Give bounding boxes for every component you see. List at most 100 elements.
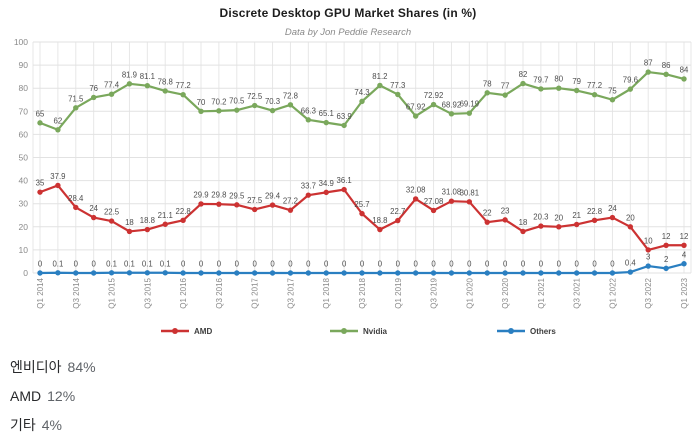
- svg-text:82: 82: [519, 70, 528, 79]
- svg-text:0: 0: [413, 260, 418, 269]
- svg-text:72.8: 72.8: [283, 91, 298, 100]
- svg-text:77.2: 77.2: [587, 81, 602, 90]
- data-point: [144, 270, 151, 276]
- svg-text:0: 0: [306, 260, 311, 269]
- svg-text:29.4: 29.4: [265, 192, 281, 201]
- data-point: [627, 86, 634, 92]
- data-point: [55, 270, 61, 276]
- legend-item-nvidia[interactable]: Nvidia: [330, 327, 388, 336]
- svg-text:Q3 2015: Q3 2015: [143, 277, 152, 308]
- data-point: [448, 198, 455, 204]
- svg-text:0: 0: [378, 260, 383, 269]
- svg-text:25.7: 25.7: [354, 200, 369, 209]
- svg-text:20: 20: [554, 213, 563, 222]
- svg-text:79: 79: [572, 77, 581, 86]
- svg-text:63.9: 63.9: [337, 112, 352, 121]
- svg-text:70: 70: [19, 106, 29, 116]
- svg-text:29.8: 29.8: [211, 191, 226, 200]
- svg-text:31.08: 31.08: [442, 188, 462, 197]
- svg-text:27.08: 27.08: [424, 197, 444, 206]
- svg-text:77.2: 77.2: [176, 81, 191, 90]
- svg-text:30: 30: [19, 199, 29, 209]
- svg-text:23: 23: [501, 206, 510, 215]
- svg-text:12: 12: [662, 232, 671, 241]
- svg-text:71.5: 71.5: [68, 94, 84, 103]
- data-point: [377, 270, 383, 276]
- chart-title: Discrete Desktop GPU Market Shares (in %…: [219, 6, 477, 20]
- data-point: [323, 270, 329, 276]
- svg-text:21.1: 21.1: [158, 211, 173, 220]
- data-point: [198, 201, 204, 207]
- svg-text:84: 84: [680, 65, 689, 74]
- svg-text:34.9: 34.9: [319, 179, 334, 188]
- data-point: [287, 102, 294, 108]
- svg-text:72.92: 72.92: [424, 91, 444, 100]
- data-point: [55, 127, 61, 133]
- data-point: [126, 270, 133, 276]
- data-point: [538, 86, 544, 92]
- series-nvidia: [37, 69, 687, 133]
- svg-text:0: 0: [38, 260, 43, 269]
- summary-label-nvidia: 엔비디아: [10, 359, 62, 375]
- svg-text:24: 24: [89, 204, 98, 213]
- svg-text:77.4: 77.4: [104, 81, 120, 90]
- data-point: [359, 98, 365, 105]
- data-point: [377, 226, 383, 233]
- svg-text:0: 0: [539, 260, 544, 269]
- svg-text:0: 0: [592, 260, 597, 269]
- svg-text:77.3: 77.3: [390, 81, 405, 90]
- svg-text:Q1 2018: Q1 2018: [322, 277, 331, 308]
- data-point: [448, 111, 455, 117]
- data-point: [126, 228, 133, 235]
- data-point: [484, 219, 490, 225]
- svg-text:12: 12: [680, 232, 689, 241]
- svg-text:81.1: 81.1: [140, 72, 155, 81]
- svg-text:Q1 2020: Q1 2020: [465, 277, 474, 308]
- svg-text:22.8: 22.8: [176, 207, 191, 216]
- svg-text:69.19: 69.19: [460, 100, 480, 109]
- legend-item-amd[interactable]: AMD: [161, 327, 212, 336]
- svg-text:21: 21: [572, 211, 581, 220]
- legend-item-others[interactable]: Others: [497, 327, 556, 336]
- svg-text:60: 60: [19, 129, 29, 139]
- svg-text:Q3 2020: Q3 2020: [501, 277, 510, 308]
- data-point: [180, 217, 186, 224]
- svg-text:0: 0: [288, 260, 293, 269]
- svg-text:36.1: 36.1: [337, 176, 352, 185]
- svg-text:4: 4: [682, 250, 687, 259]
- data-point: [430, 207, 437, 214]
- svg-text:Q3 2014: Q3 2014: [72, 277, 81, 308]
- data-labels-others: 0 0.1 0 0 0.1 0.1 0.1 0.1 0 0 0 0 0 0 0 0 0 0 0 0 0 0 0 0 0 0 0 0 0 0…: [38, 250, 687, 268]
- svg-text:0: 0: [574, 260, 579, 269]
- data-point: [430, 101, 437, 108]
- data-point: [395, 91, 401, 98]
- svg-text:0: 0: [467, 260, 472, 269]
- summary-row-amd: AMD 12%: [10, 382, 96, 411]
- data-point: [162, 221, 168, 227]
- legend-marker-icon: [172, 328, 178, 334]
- svg-text:10: 10: [644, 236, 653, 245]
- data-point: [216, 108, 222, 114]
- svg-text:79.6: 79.6: [623, 76, 638, 85]
- svg-text:22.5: 22.5: [104, 208, 120, 217]
- svg-text:0: 0: [557, 260, 562, 269]
- summary-row-others: 기타 4%: [10, 411, 96, 438]
- data-point: [341, 186, 347, 193]
- data-point: [573, 221, 580, 228]
- data-point: [573, 87, 580, 94]
- svg-text:Q1 2016: Q1 2016: [179, 277, 188, 308]
- data-point: [645, 263, 651, 269]
- svg-text:Q1 2021: Q1 2021: [537, 277, 546, 308]
- data-point: [681, 261, 687, 267]
- data-point: [269, 107, 276, 114]
- svg-text:29.9: 29.9: [193, 190, 208, 199]
- data-point: [305, 270, 312, 276]
- data-point: [269, 270, 276, 276]
- svg-text:Q1 2014: Q1 2014: [36, 277, 45, 308]
- svg-text:0: 0: [396, 260, 401, 269]
- svg-text:0.1: 0.1: [124, 259, 135, 268]
- data-point: [144, 82, 151, 89]
- svg-text:0.1: 0.1: [160, 259, 171, 268]
- data-point: [305, 192, 312, 198]
